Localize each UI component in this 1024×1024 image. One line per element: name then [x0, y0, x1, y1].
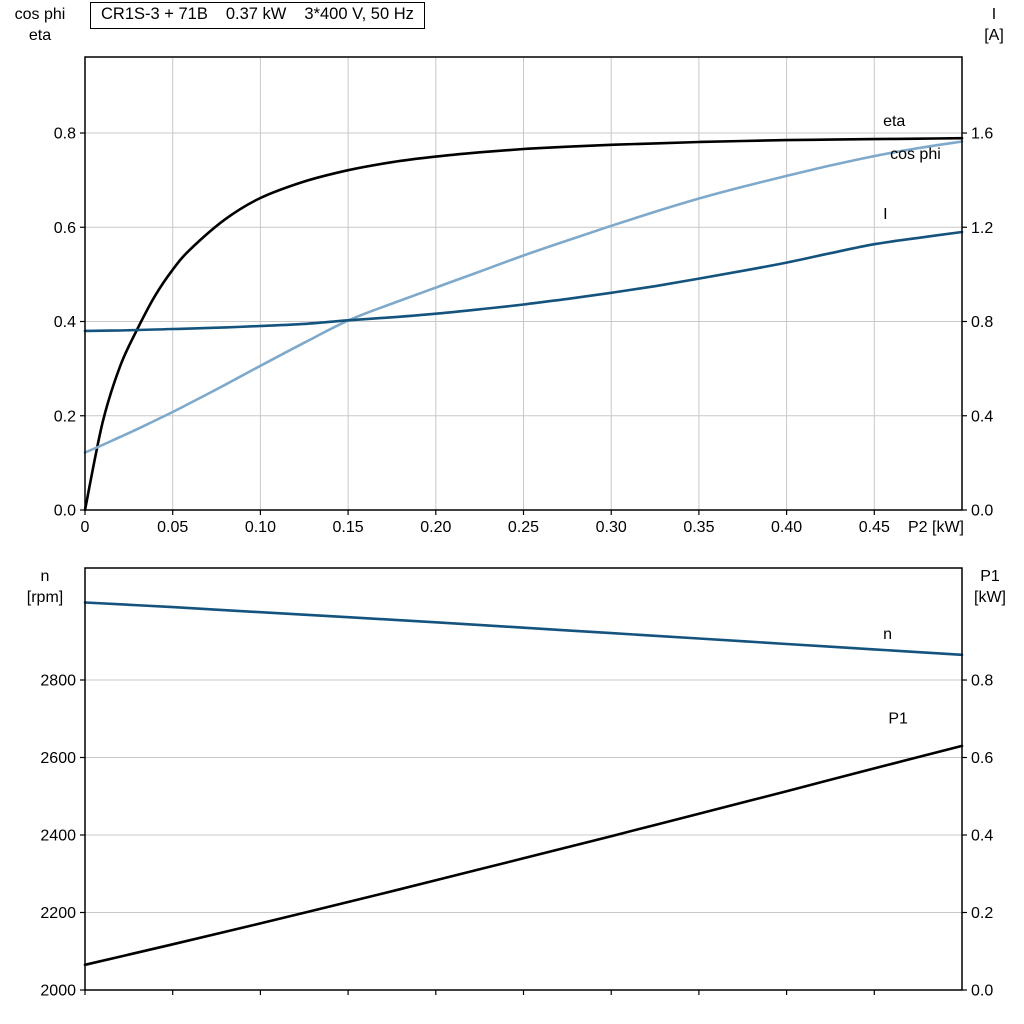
bottom-left-axis-label: n [rpm]: [14, 566, 76, 608]
left-tick-label: 2400: [40, 827, 76, 844]
chart-motor-bottom: n P1 2000 2200 2400 2600 2800 0.0 0.2 0.4 0.6 0.8: [40, 567, 993, 1000]
curve-label-i: I: [883, 206, 887, 223]
left-tick-label: 2800: [40, 672, 76, 689]
title-box: CR1S-3 + 71B 0.37 kW 3*400 V, 50 Hz: [90, 2, 425, 29]
x-tick-label: 0.20: [420, 519, 451, 536]
bottom-right-axis-label: P1 [kW]: [962, 566, 1018, 608]
left-tick-label: 2600: [40, 750, 76, 767]
x-tick-label: 0.40: [771, 519, 802, 536]
right-tick-label: 0.8: [971, 314, 993, 331]
curve-n: [83, 601, 964, 657]
top-left-axis-label: cos phi eta: [4, 4, 76, 46]
axis-label-p1-unit: [kW]: [974, 589, 1006, 606]
x-tick-label: 0.25: [508, 519, 539, 536]
curve-i: [83, 230, 964, 333]
right-tick-label: 0.4: [971, 828, 993, 845]
axis-label-speed: n: [40, 568, 50, 585]
right-tick-label: 0.0: [971, 983, 993, 1000]
x-axis-end-label: P2 [kW]: [908, 519, 964, 536]
curve-p1: [83, 744, 964, 967]
x-tick-label: 0.30: [596, 519, 627, 536]
x-tick-label: 0.10: [245, 519, 276, 536]
axis-label-eta: eta: [28, 27, 52, 44]
x-tick-label: 0.35: [683, 519, 714, 536]
x-tick-label: 0.15: [333, 519, 364, 536]
axis-label-p1: P1: [980, 568, 1000, 585]
axis-label-cos-phi: cos phi: [14, 6, 66, 23]
left-tick-label: 0.4: [54, 314, 76, 331]
right-tick-label: 0.6: [971, 750, 993, 767]
right-tick-label: 0.4: [971, 408, 993, 425]
left-tick-label: 0.6: [54, 220, 76, 237]
curve-label-n: n: [883, 626, 892, 643]
axis-label-current-unit: [A]: [984, 27, 1004, 44]
left-tick-label: 2000: [40, 983, 76, 1000]
x-tick-label: 0.45: [859, 519, 890, 536]
left-tick-label: 0.8: [54, 126, 76, 143]
left-tick-label: 2200: [40, 905, 76, 922]
right-tick-label: 0.2: [971, 905, 993, 922]
title-model: CR1S-3 + 71B: [101, 5, 208, 23]
curve-label-cos-phi: cos phi: [890, 146, 941, 163]
x-tick-label: 0.05: [157, 519, 188, 536]
curve-label-eta: eta: [883, 113, 905, 130]
chart-motor-top: eta cos phi I 0 0.05 0.10 0.15 0.20 0.25 0.30 0.35…: [54, 56, 993, 536]
x-tick-label: 0: [81, 519, 90, 536]
curve-label-p1: P1: [888, 710, 908, 727]
right-tick-label: 1.6: [971, 126, 993, 143]
top-right-axis-label: I [A]: [970, 4, 1018, 46]
axis-label-current: I: [991, 6, 997, 23]
axis-label-speed-unit: [rpm]: [26, 589, 64, 606]
title-voltage: 3*400 V, 50 Hz: [304, 5, 414, 23]
right-tick-label: 0.8: [971, 673, 993, 690]
curve-cos-phi: [83, 140, 964, 454]
right-tick-label: 0.0: [971, 503, 993, 520]
curve-eta: [83, 136, 964, 512]
left-tick-label: 0.0: [54, 503, 76, 520]
right-tick-label: 1.2: [971, 220, 993, 237]
title-power: 0.37 kW: [225, 5, 287, 23]
left-tick-label: 0.2: [54, 408, 76, 425]
